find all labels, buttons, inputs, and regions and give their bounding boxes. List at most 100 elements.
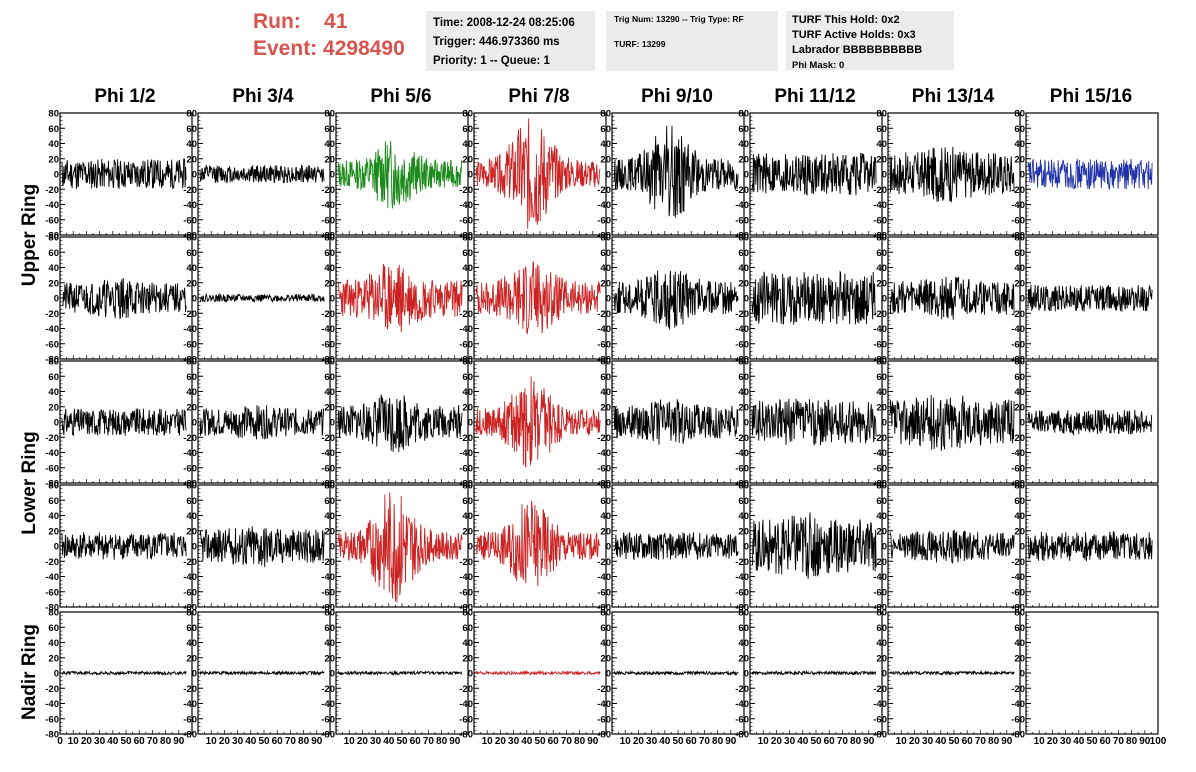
waveform-trace — [199, 405, 325, 440]
y-tick-label: 60 — [48, 496, 59, 507]
y-tick-label: 20 — [600, 154, 611, 165]
waveform-panel: 80 60 40 20 0 -20 -40 -60 -80 — [459, 233, 607, 366]
y-tick-label: 40 — [876, 387, 887, 398]
x-tick-label: 90 — [863, 736, 875, 747]
y-tick-label: -60 — [183, 339, 197, 350]
y-tick-label: -40 — [735, 572, 749, 583]
y-tick-label: 60 — [186, 623, 197, 634]
y-tick-label: 20 — [186, 154, 197, 165]
phi-label: Phi 1/2 — [94, 86, 156, 107]
y-tick-label: -20 — [321, 309, 335, 320]
y-tick-label: 40 — [186, 511, 197, 522]
y-tick-label: -80 — [45, 231, 59, 242]
y-tick-label: 40 — [462, 638, 473, 649]
x-tick-label: 80 — [574, 736, 586, 747]
y-tick-label: 60 — [600, 248, 611, 259]
y-tick-label: 40 — [462, 387, 473, 398]
y-tick-label: -60 — [735, 587, 749, 598]
x-tick-label: 40 — [521, 736, 533, 747]
y-tick-label: 60 — [738, 623, 749, 634]
y-tick-label: 40 — [324, 387, 335, 398]
y-tick-label: -60 — [183, 463, 197, 474]
y-tick-label: -40 — [459, 200, 473, 211]
y-tick-label: 60 — [186, 496, 197, 507]
waveform-trace — [889, 394, 1015, 451]
y-tick-label: -60 — [1011, 215, 1025, 226]
x-tick-label: 40 — [935, 736, 947, 747]
x-tick-label: 70 — [975, 736, 987, 747]
waveform-trace — [889, 276, 1015, 320]
phi-label: Phi 7/8 — [508, 86, 570, 107]
trigger-info-panel: Trig Num: 13290 -- Trig Type: RF TURF: 1… — [606, 11, 778, 71]
y-tick-label: -60 — [1011, 714, 1025, 725]
x-tick-label: 80 — [298, 736, 310, 747]
x-tick-label: 20 — [633, 736, 645, 747]
y-tick-label: -60 — [873, 339, 887, 350]
y-tick-label: -20 — [321, 557, 335, 568]
y-tick-label: 0 — [882, 542, 887, 553]
y-tick-label: 20 — [1014, 278, 1025, 289]
waveform-trace — [613, 532, 739, 561]
y-tick-label: -40 — [597, 448, 611, 459]
x-tick-label: 60 — [548, 736, 560, 747]
y-tick-label: -80 — [873, 603, 887, 614]
waveform-panel: 80 60 40 20 0 -20 -40 -60 -80 — [735, 233, 883, 366]
x-tick-label: 80 — [1126, 736, 1138, 747]
y-tick-label: 40 — [738, 511, 749, 522]
y-tick-label: -40 — [183, 200, 197, 211]
run-value: 41 — [324, 10, 348, 33]
y-tick-label: 60 — [324, 496, 335, 507]
y-tick-label: 40 — [600, 263, 611, 274]
waveform-panel: 80 60 40 20 0 -20 -40 -60 -80 — [183, 481, 331, 614]
y-tick-label: -40 — [1011, 448, 1025, 459]
x-tick-label: 10 — [68, 736, 80, 747]
y-tick-label: -40 — [321, 200, 335, 211]
y-tick-label: 20 — [324, 402, 335, 413]
waveform-panel: 80 60 40 20 0 -20 -40 -60 -80 — [321, 481, 469, 614]
y-tick-label: -40 — [45, 448, 59, 459]
y-tick-label: -40 — [873, 699, 887, 710]
y-tick-label: -40 — [735, 324, 749, 335]
y-tick-label: 60 — [600, 623, 611, 634]
y-tick-label: 80 — [600, 357, 611, 368]
y-tick-label: -80 — [597, 730, 611, 741]
y-tick-label: 0 — [54, 669, 59, 680]
y-tick-label: 60 — [48, 124, 59, 135]
x-tick-label: 10 — [344, 736, 356, 747]
y-tick-label: 80 — [462, 357, 473, 368]
run-label: Run: — [253, 10, 301, 33]
y-tick-label: 40 — [876, 139, 887, 150]
y-tick-label: -80 — [873, 231, 887, 242]
x-tick-label: 40 — [797, 736, 809, 747]
y-tick-label: 80 — [324, 109, 335, 120]
y-tick-label: 0 — [468, 170, 473, 181]
y-tick-label: 20 — [48, 653, 59, 664]
waveform-panel: 80 60 40 20 0 -20 -40 -60 -80 — [321, 233, 469, 366]
x-tick-label: 40 — [1073, 736, 1085, 747]
waveform-panel: 80 60 40 20 0 -20 -40 -60 -80 — [321, 608, 469, 741]
y-tick-label: -40 — [597, 200, 611, 211]
turf-active-holds-text: TURF Active Holds: 0x3 — [792, 29, 916, 41]
y-tick-label: 0 — [330, 542, 335, 553]
waveform-panel: 80 60 40 20 0 -20 -40 -60 -80 — [597, 357, 745, 490]
x-tick-label: 20 — [81, 736, 93, 747]
y-tick-label: -80 — [735, 479, 749, 490]
y-tick-label: 80 — [600, 481, 611, 492]
waveform-trace — [61, 670, 187, 676]
y-tick-label: -60 — [45, 587, 59, 598]
y-tick-label: -20 — [459, 557, 473, 568]
x-tick-label: 30 — [508, 736, 520, 747]
y-tick-label: 0 — [1020, 669, 1025, 680]
y-tick-label: -80 — [873, 730, 887, 741]
y-tick-label: 20 — [324, 653, 335, 664]
x-tick-label: 10 — [620, 736, 632, 747]
waveform-trace — [889, 146, 1015, 203]
y-tick-label: 80 — [1014, 357, 1025, 368]
waveform-trace — [199, 292, 325, 304]
y-tick-label: -40 — [321, 324, 335, 335]
y-tick-label: 20 — [186, 653, 197, 664]
waveform-panel: 80 60 40 20 0 -20 -40 -60 -80 — [597, 608, 745, 741]
y-tick-label: -20 — [459, 433, 473, 444]
x-tick-label: 20 — [909, 736, 921, 747]
x-tick-label: 50 — [258, 736, 270, 747]
